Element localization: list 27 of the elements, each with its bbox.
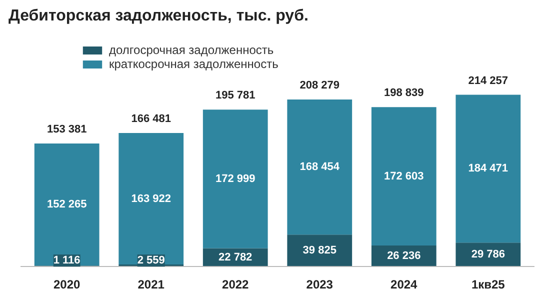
data-label: 29 786 [471,248,505,261]
data-label: 152 265 [46,198,87,211]
total-label: 208 279 [300,80,340,92]
total-label: 166 481 [131,113,171,126]
data-label: 172 999 [215,172,256,185]
data-label: 163 922 [131,192,171,205]
total-label: 198 839 [384,87,424,100]
x-tick-label: 2022 [222,278,250,292]
x-tick-label: 2020 [53,278,81,292]
legend-label: долгосрочная задолженность [109,43,274,57]
total-label: 195 781 [215,90,256,102]
data-label: 1 116 [53,254,80,266]
total-label: 153 381 [46,124,87,136]
chart-title: Дебиторская задолженость, тыс. руб. [8,8,308,24]
data-label: 39 825 [302,244,336,257]
data-label: 2 559 [137,254,165,266]
x-tick-label: 1кв25 [471,278,506,292]
x-tick-label: 2021 [138,278,165,292]
legend-label: краткосрочная задолженность [109,57,278,71]
data-label: 184 471 [468,162,508,175]
data-label: 22 782 [218,251,252,264]
data-label: 168 454 [300,161,340,174]
data-label: 26 236 [387,250,421,262]
total-label: 214 257 [468,74,508,87]
x-tick-label: 2023 [306,278,334,292]
x-tick-label: 2024 [390,278,418,292]
data-label: 172 603 [384,170,424,182]
